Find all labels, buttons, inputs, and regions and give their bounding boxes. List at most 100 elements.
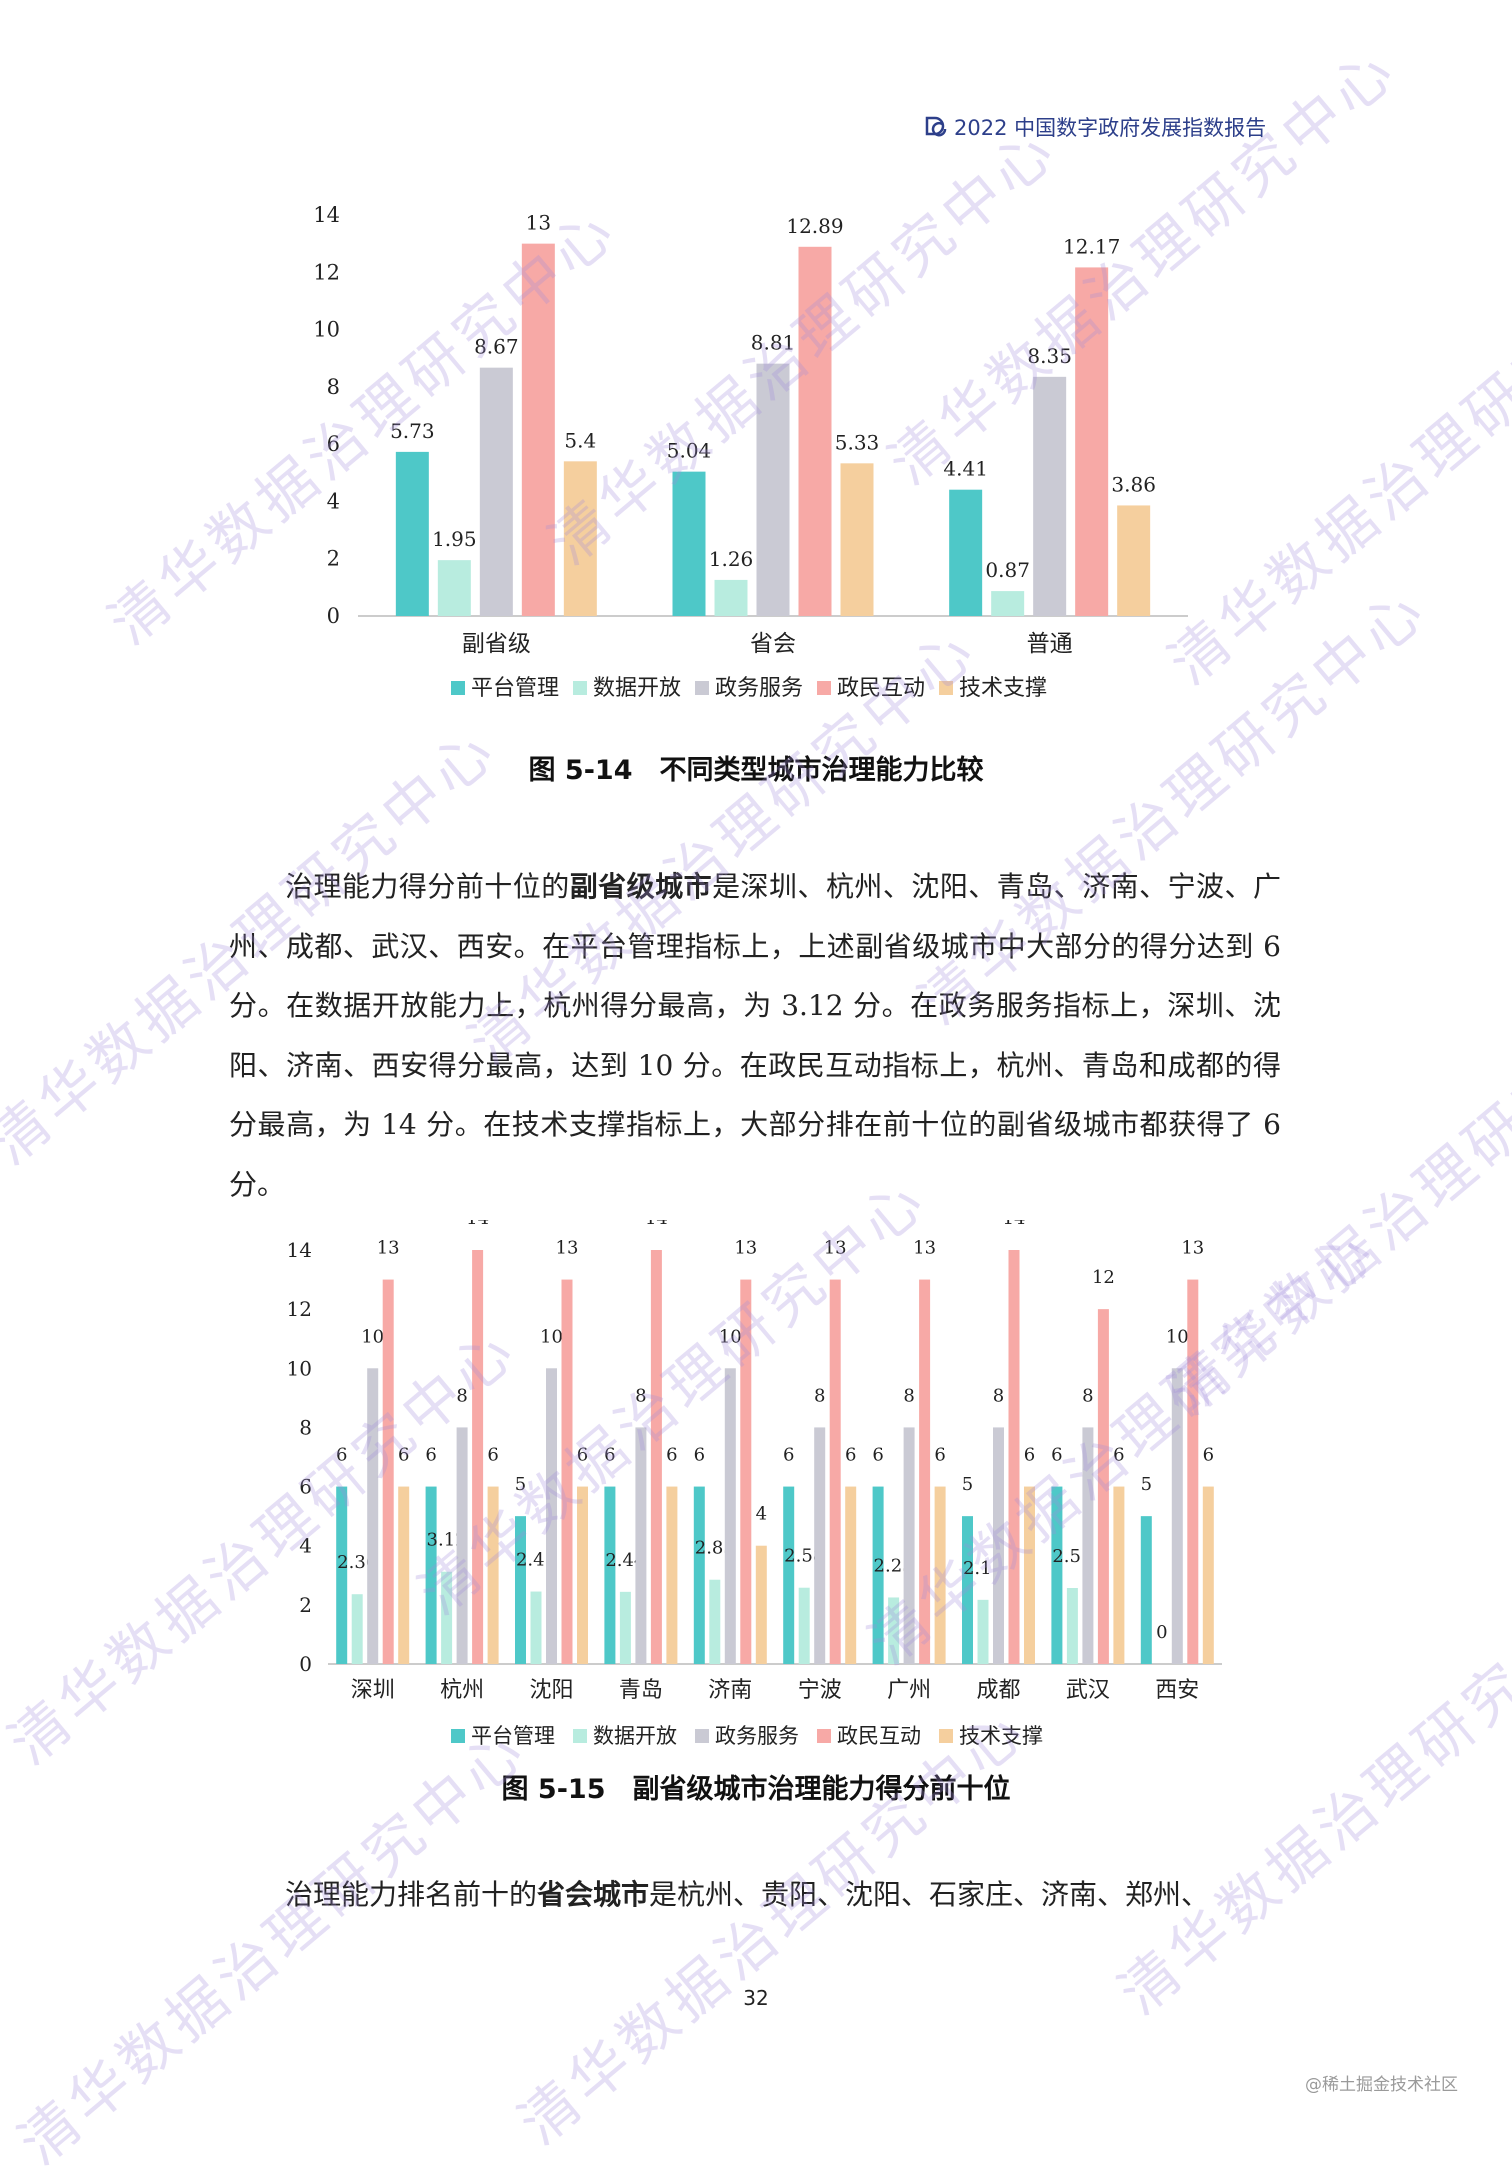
- data-label: 6: [1203, 1445, 1214, 1466]
- data-label: 10: [1166, 1326, 1189, 1347]
- data-label: 0.87: [985, 558, 1030, 582]
- data-label: 4.41: [943, 457, 988, 481]
- body-paragraph-1: 治理能力得分前十位的副省级城市是深圳、杭州、沈阳、青岛、济南、宁波、广州、成都、…: [229, 857, 1281, 1214]
- legend-swatch: [451, 1729, 465, 1743]
- legend-swatch: [573, 1729, 587, 1743]
- data-label: 8.81: [751, 331, 796, 355]
- bar-3: [546, 1368, 557, 1664]
- data-label: 0: [1156, 1622, 1167, 1643]
- data-label: 6: [336, 1445, 347, 1466]
- data-label: 6: [845, 1445, 856, 1466]
- data-label: 1.26: [709, 547, 754, 571]
- data-label: 5.73: [390, 419, 435, 443]
- bar-1: [1140, 1516, 1152, 1664]
- bar-3: [1171, 1368, 1183, 1664]
- data-label: 10: [540, 1326, 563, 1347]
- bar-1: [515, 1516, 526, 1664]
- text: 是杭州、贵阳、沈阳、石家庄、济南、郑州、: [649, 1878, 1210, 1911]
- body-paragraph-2: 治理能力排名前十的省会城市是杭州、贵阳、沈阳、石家庄、济南、郑州、: [229, 1865, 1281, 1925]
- bar-5: [563, 461, 597, 616]
- data-label: 13: [377, 1238, 400, 1259]
- chart-city-type-comparison: 0 2 4 6 8 10 12 14 5.73 1.95 8.67 13 5.4 副省级 5.04 1.26 8…: [313, 203, 1188, 701]
- y-tick-label: 10: [287, 1356, 312, 1380]
- data-label: 12.89: [786, 214, 843, 238]
- bar-2: [530, 1591, 542, 1664]
- report-header: 2022 中国数字政府发展指数报告: [924, 112, 1266, 142]
- bar-1: [336, 1486, 348, 1664]
- bar-1: [962, 1516, 973, 1664]
- bar-5: [1202, 1486, 1214, 1664]
- bold-term: 副省级城市: [569, 870, 713, 903]
- data-label: 13: [1181, 1238, 1204, 1259]
- data-label: 14: [466, 1220, 489, 1229]
- bar-3: [367, 1368, 379, 1664]
- bar-1: [425, 1486, 437, 1664]
- bar-3: [814, 1427, 826, 1664]
- bar-5: [1113, 1486, 1125, 1664]
- legend-label: 平台管理: [471, 1724, 555, 1748]
- category-label: 西安: [1155, 1678, 1199, 1703]
- y-tick-label: 12: [313, 260, 340, 284]
- category-label: 省会: [750, 631, 796, 657]
- category-label: 广州: [887, 1678, 931, 1703]
- legend-label: 政务服务: [715, 676, 803, 701]
- bar-2: [441, 1571, 453, 1664]
- bar-5: [934, 1486, 946, 1664]
- bar-4: [1008, 1250, 1020, 1664]
- category-label: 深圳: [351, 1678, 395, 1703]
- category-label: 宁波: [798, 1678, 842, 1703]
- figure-caption-5-15: 图 5-15 副省级城市治理能力得分前十位: [501, 1774, 1011, 1805]
- bar-4: [382, 1279, 394, 1664]
- y-tick-label: 14: [313, 203, 340, 227]
- data-label: 8.35: [1027, 344, 1072, 368]
- bar-4: [1187, 1279, 1199, 1664]
- data-label: 4: [756, 1504, 767, 1525]
- legend-swatch: [573, 681, 587, 695]
- y-tick-label: 2: [327, 547, 340, 571]
- bar-1: [783, 1486, 795, 1664]
- bar-3: [756, 363, 790, 616]
- bar-2: [437, 560, 471, 616]
- category-label: 青岛: [619, 1678, 663, 1703]
- category-label: 武汉: [1066, 1678, 1110, 1703]
- data-label: 5: [515, 1474, 526, 1495]
- bar-4: [650, 1250, 662, 1664]
- data-label: 5.04: [667, 439, 712, 463]
- category-label: 成都: [976, 1678, 1020, 1703]
- legend-label: 政民互动: [837, 1724, 921, 1748]
- page-number: 32: [743, 1986, 769, 2010]
- category-group: 5.73 1.95 8.67 13 5.4: [390, 211, 597, 616]
- bar-5: [487, 1486, 499, 1664]
- data-label: 5: [962, 1474, 973, 1495]
- data-label: 13: [526, 211, 551, 235]
- bar-5: [1024, 1486, 1035, 1664]
- legend-swatch: [939, 1729, 953, 1743]
- bar-2: [991, 591, 1025, 616]
- data-label: 8: [814, 1385, 825, 1406]
- y-tick-label: 4: [327, 489, 340, 513]
- bar-2: [709, 1579, 721, 1664]
- data-label: 8: [903, 1385, 914, 1406]
- bar-4: [561, 1279, 573, 1664]
- data-label: 8: [1082, 1385, 1093, 1406]
- y-tick-label: 10: [313, 318, 340, 342]
- bar-5: [845, 1486, 857, 1664]
- data-label: 8: [993, 1385, 1004, 1406]
- category-label: 沈阳: [529, 1678, 573, 1703]
- data-label: 10: [719, 1326, 742, 1347]
- chart-top10-subprovincial-cities: 0246810121462.3610136深圳63.128146杭州52.451…: [287, 1220, 1222, 1748]
- data-label: 6: [425, 1445, 436, 1466]
- data-label: 5.4: [564, 428, 596, 452]
- y-tick-label: 12: [287, 1297, 312, 1321]
- bar-1: [604, 1486, 616, 1664]
- bar-3: [479, 367, 513, 616]
- text: 治理能力排名前十的: [285, 1878, 538, 1911]
- category-group: 5 0 10 13 6: [1141, 1238, 1214, 1664]
- data-label: 6: [783, 1445, 794, 1466]
- source-watermark: @稀土掘金技术社区: [1305, 2075, 1458, 2095]
- dg-logo-icon: [925, 116, 947, 137]
- category-group: 62.448146: [604, 1220, 678, 1664]
